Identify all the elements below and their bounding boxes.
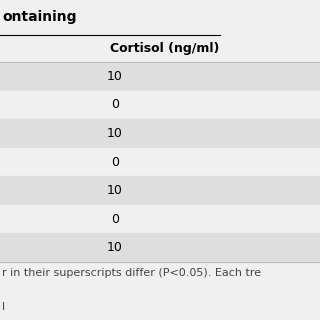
Text: 0: 0 bbox=[111, 156, 119, 169]
Text: 0: 0 bbox=[111, 98, 119, 111]
Bar bbox=[0, 205, 320, 233]
Text: 10: 10 bbox=[107, 127, 123, 140]
Bar bbox=[0, 148, 320, 176]
Text: l: l bbox=[2, 302, 5, 312]
Bar bbox=[0, 233, 320, 262]
Bar bbox=[0, 62, 320, 91]
Text: r in their superscripts differ (P<0.05). Each tre: r in their superscripts differ (P<0.05).… bbox=[2, 268, 261, 278]
Text: 0: 0 bbox=[111, 213, 119, 226]
Bar bbox=[0, 119, 320, 148]
Bar bbox=[0, 91, 320, 119]
Bar bbox=[0, 35, 320, 62]
Bar bbox=[0, 176, 320, 205]
Text: ontaining: ontaining bbox=[2, 10, 76, 24]
Text: 10: 10 bbox=[107, 70, 123, 83]
Text: Cortisol (ng/ml): Cortisol (ng/ml) bbox=[110, 42, 220, 55]
Text: 10: 10 bbox=[107, 241, 123, 254]
Text: 10: 10 bbox=[107, 184, 123, 197]
